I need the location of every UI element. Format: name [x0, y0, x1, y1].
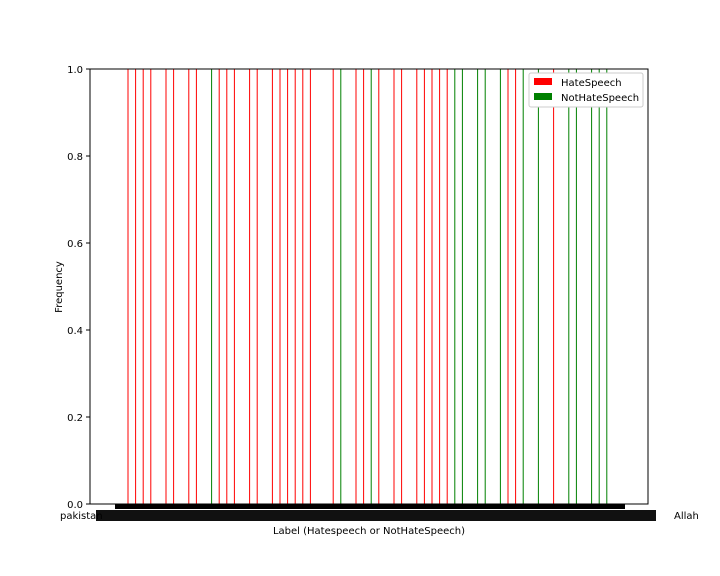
- x-tick-clutter: [96, 504, 656, 521]
- x-tick-label-last: Allah: [674, 511, 699, 522]
- legend-swatch-nothatespeech: [534, 93, 552, 100]
- y-tick-label-3: 0.6: [67, 239, 83, 250]
- bars-layer: [127, 69, 608, 504]
- x-tick-labels-overlap-band: [96, 510, 656, 521]
- y-tick-label-4: 0.8: [67, 152, 83, 163]
- y-axis-label: Frequency: [54, 261, 65, 313]
- y-tick-label-0: 0.0: [67, 500, 83, 511]
- x-axis-label: Label (Hatespeech or NotHateSpeech): [273, 526, 465, 537]
- legend-swatch-hatespeech: [534, 78, 552, 85]
- y-ticks-layer: 0.0 0.2 0.4 0.6 0.8 1.0: [67, 65, 90, 511]
- y-tick-label-5: 1.0: [67, 65, 83, 76]
- legend: HateSpeech NotHateSpeech: [528, 72, 644, 108]
- y-tick-label-2: 0.4: [67, 326, 83, 337]
- y-tick-label-1: 0.2: [67, 413, 83, 424]
- axes-frame: [89, 68, 649, 505]
- x-tick-label-first: pakistan: [60, 511, 103, 522]
- legend-label-hatespeech: HateSpeech: [561, 78, 622, 89]
- x-tick-marks-band: [115, 504, 625, 509]
- legend-box: [528, 72, 644, 108]
- legend-label-nothatespeech: NotHateSpeech: [561, 93, 639, 104]
